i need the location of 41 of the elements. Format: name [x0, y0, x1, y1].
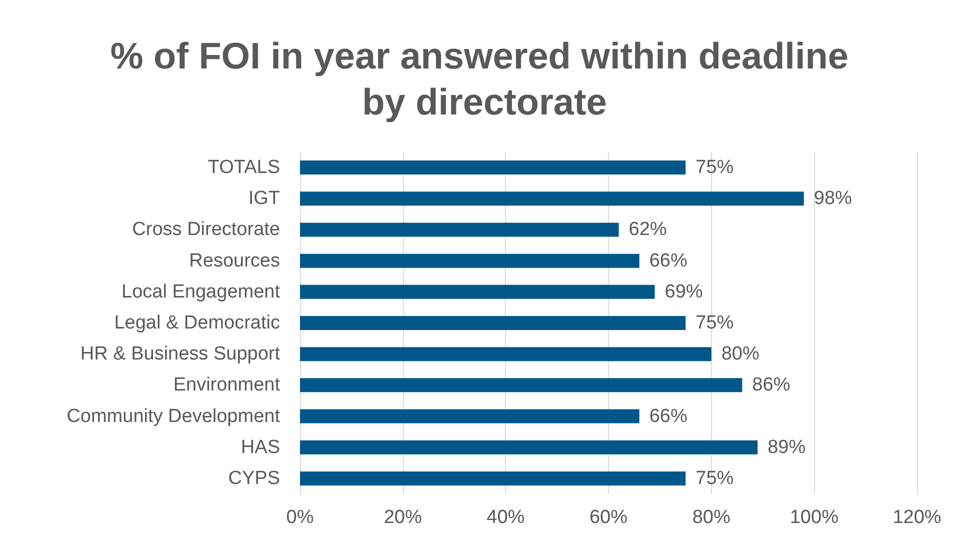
data-label: 75%	[696, 157, 734, 178]
y-tick-label: IGT	[248, 188, 280, 210]
bar	[300, 378, 742, 392]
data-label: 86%	[752, 374, 790, 396]
bar	[300, 347, 712, 362]
y-tick-label: Cross Directorate	[132, 219, 280, 240]
x-tick-label: 120%	[892, 507, 942, 528]
bar	[300, 254, 640, 268]
data-label: 62%	[628, 219, 667, 240]
data-label: 69%	[664, 281, 703, 302]
bar	[300, 471, 686, 486]
data-label: 98%	[814, 188, 852, 210]
bar	[300, 222, 619, 237]
bar	[300, 284, 655, 299]
x-tick-label: 20%	[384, 507, 422, 528]
y-tick-label: Community Development	[66, 406, 281, 427]
y-tick-label: Environment	[173, 374, 281, 396]
data-label: 89%	[768, 436, 806, 458]
x-tick-label: 40%	[486, 507, 525, 528]
data-label: 80%	[721, 344, 760, 365]
bar	[300, 316, 686, 330]
y-tick-label: Resources	[189, 250, 280, 272]
bar	[300, 160, 686, 175]
y-tick-label: Local Engagement	[122, 281, 281, 302]
bar	[300, 192, 804, 206]
data-label: 66%	[649, 406, 688, 427]
x-tick-label: 0%	[286, 507, 314, 528]
data-label: 66%	[649, 250, 688, 272]
bar	[300, 409, 640, 424]
y-tick-label: Legal & Democratic	[114, 312, 280, 334]
x-tick-label: 100%	[790, 507, 839, 528]
bar	[300, 440, 758, 454]
y-tick-label: HAS	[240, 436, 280, 458]
x-tick-label: 60%	[589, 507, 628, 528]
x-tick-label: 80%	[692, 507, 730, 528]
y-tick-label: HR & Business Support	[80, 344, 281, 365]
chart-title: % of FOI in year answered within deadline by directorate	[110, 36, 859, 122]
y-tick-label: CYPS	[228, 468, 280, 489]
y-tick-label: TOTALS	[208, 157, 280, 178]
data-label: 75%	[696, 468, 734, 489]
data-label: 75%	[696, 312, 734, 334]
